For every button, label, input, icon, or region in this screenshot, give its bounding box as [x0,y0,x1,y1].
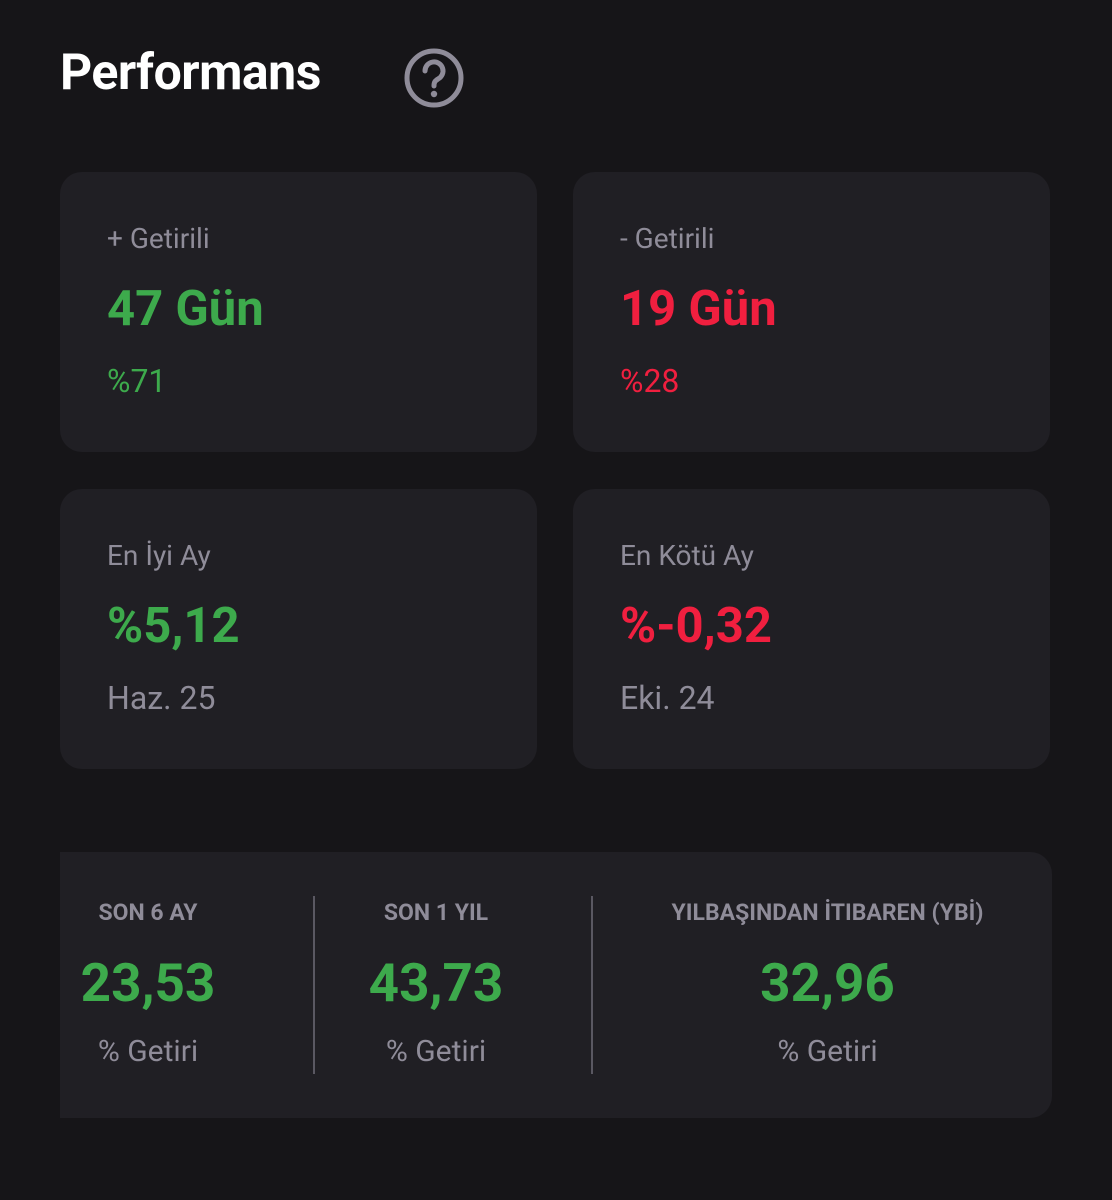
stat-card: En İyi Ay %5,12 Haz. 25 [60,489,537,769]
return-label: SON 1 YIL [383,899,489,926]
stat-value: 47 Gün [107,280,264,337]
stat-label: En İyi Ay [107,539,211,572]
return-value: 32,96 [760,952,895,1014]
return-column: SON 6 AY 23,53 % Getiri [60,852,236,1118]
stat-sub: Haz. 25 [107,679,216,717]
stat-label: En Kötü Ay [620,539,754,572]
stat-sub: %71 [107,362,167,400]
stat-value: %-0,32 [620,597,772,654]
return-label: YILBAŞINDAN İTIBAREN (YBİ) [671,899,984,926]
return-column: YILBAŞINDAN İTIBAREN (YBİ) 32,96 % Getiri [601,852,1054,1118]
stat-value: 19 Gün [620,280,777,337]
return-unit: % Getiri [97,1034,199,1069]
stat-value: %5,12 [107,597,240,654]
return-unit: % Getiri [385,1034,487,1069]
stat-sub: %28 [620,362,680,400]
return-unit: % Getiri [777,1034,878,1069]
returns-panel: SON 6 AY 23,53 % Getiri SON 1 YIL 43,73 % Get… [60,852,1052,1118]
help-icon[interactable] [404,48,464,108]
divider [313,896,315,1074]
stat-card: - Getirili 19 Gün %28 [573,172,1050,452]
divider [591,896,593,1074]
return-column: SON 1 YIL 43,73 % Getiri [323,852,549,1118]
page-title: Performans [60,44,321,102]
stat-card: + Getirili 47 Gün %71 [60,172,537,452]
return-value: 43,73 [368,952,504,1014]
return-label: SON 6 AY [98,899,198,926]
return-value: 23,53 [80,952,216,1014]
stat-sub: Eki. 24 [620,679,715,717]
stat-card: En Kötü Ay %-0,32 Eki. 24 [573,489,1050,769]
stat-label: - Getirili [620,222,715,255]
stat-label: + Getirili [107,222,210,255]
